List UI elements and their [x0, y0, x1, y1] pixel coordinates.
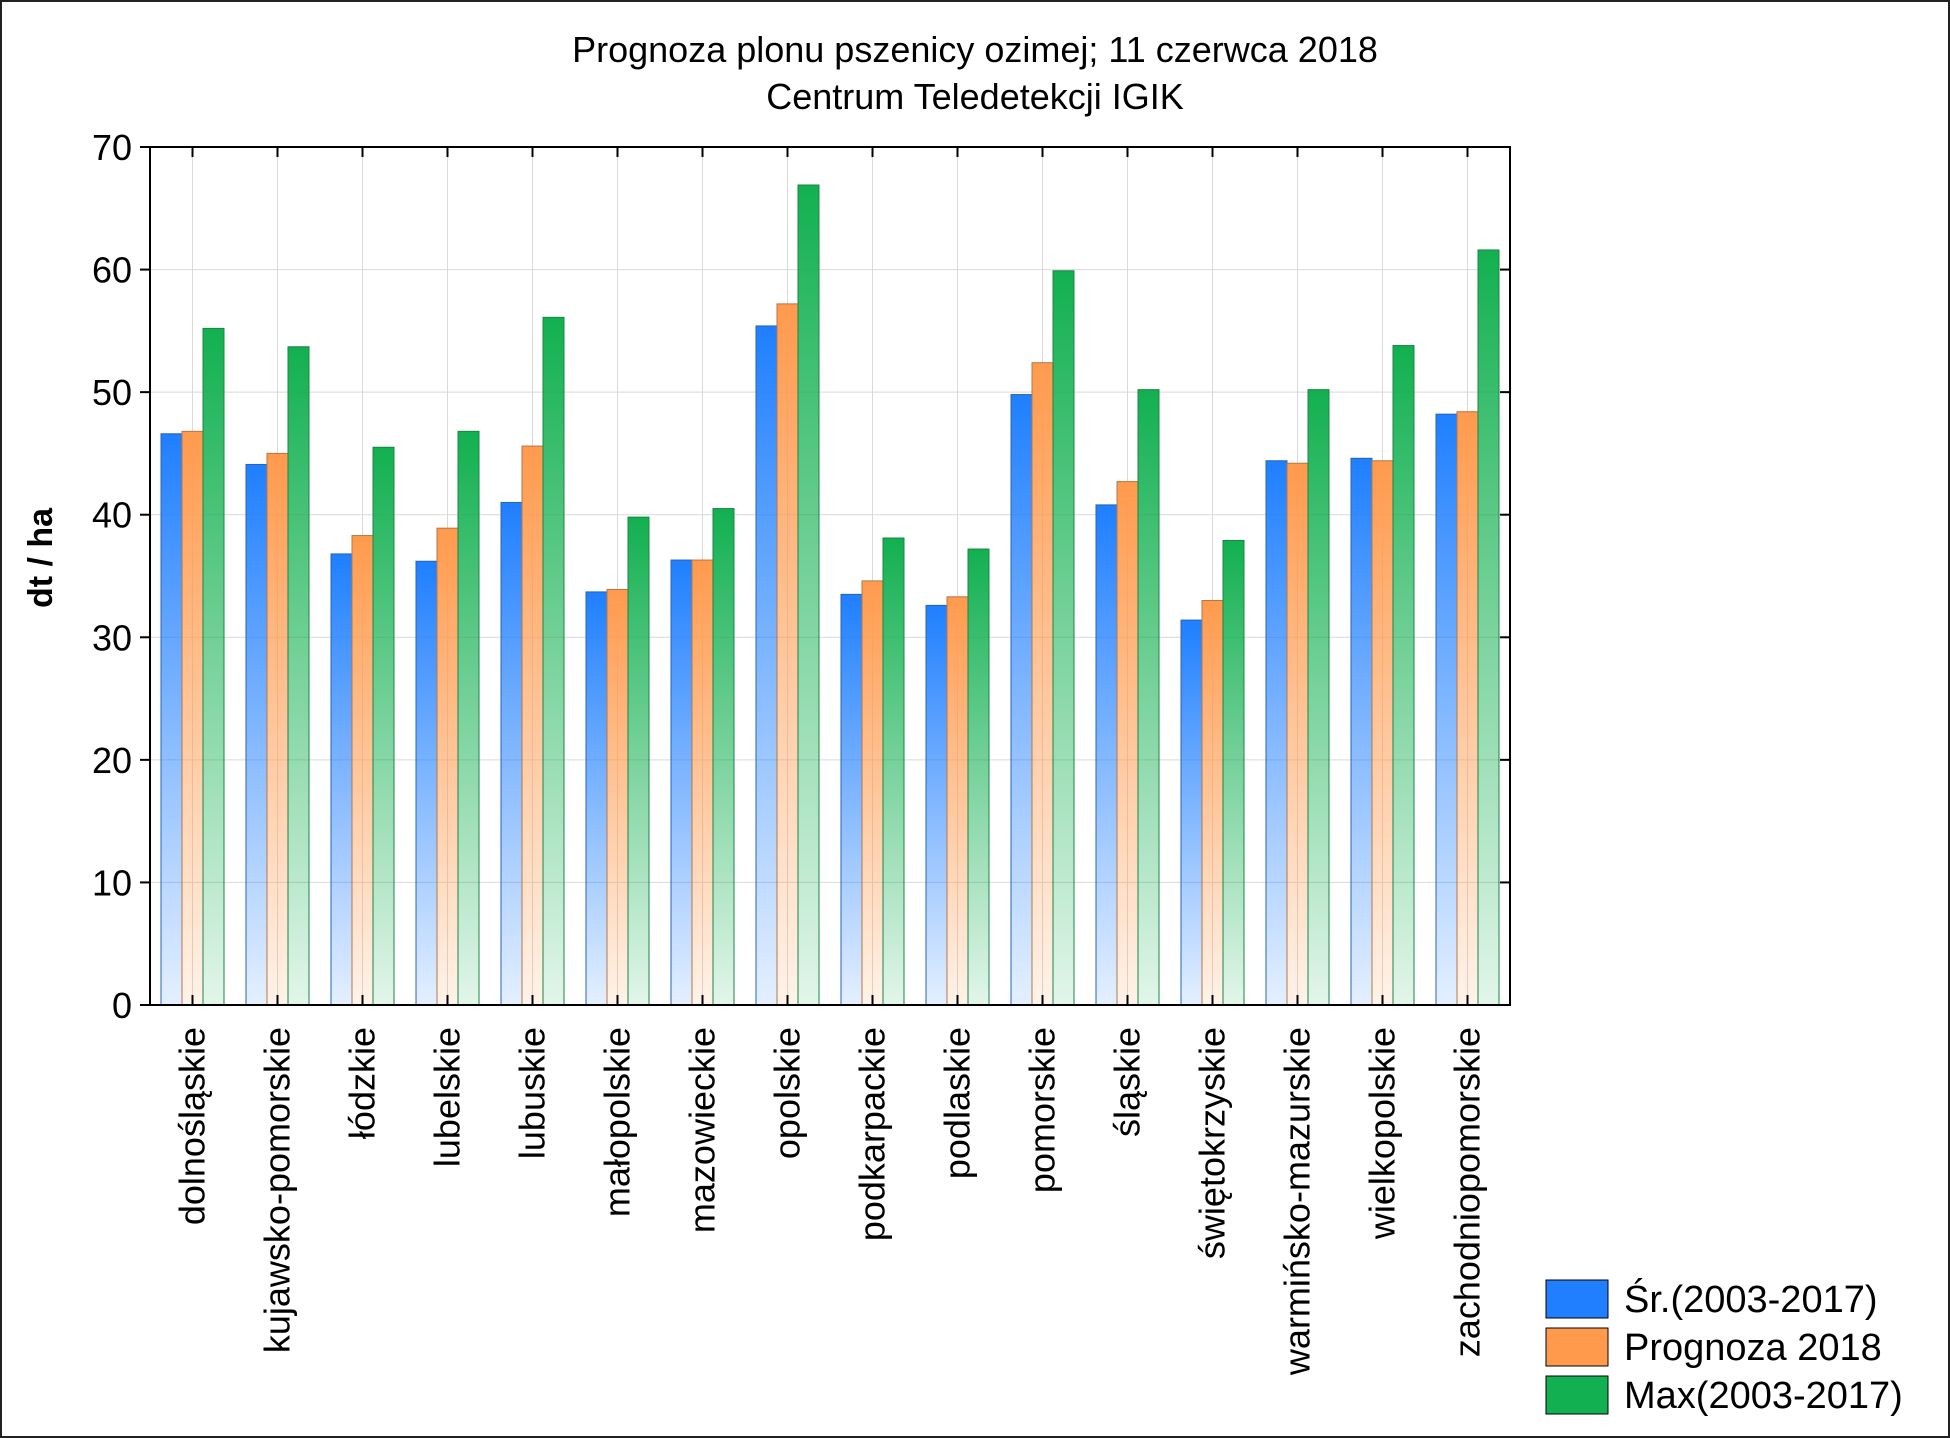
x-tick-label: podkarpackie [852, 1027, 893, 1241]
x-tick-label: kujawsko-pomorskie [257, 1027, 298, 1353]
x-tick-label: wielkopolskie [1362, 1027, 1403, 1240]
legend: Śr.(2003-2017) Prognoza 2018 Max(2003-2017… [1545, 1276, 1903, 1417]
x-tick-label: opolskie [767, 1027, 808, 1159]
bar-2-7 [691, 559, 714, 1006]
y-tick-label: 70 [92, 127, 132, 168]
bar-2-13 [1201, 600, 1224, 1006]
bars-group [160, 184, 1500, 1006]
bar-2-14 [1286, 462, 1309, 1006]
y-axis-label: dt / ha [22, 507, 60, 608]
bar-1-1 [160, 433, 183, 1006]
y-tick-label: 0 [112, 985, 132, 1026]
x-axis-ticks: dolnośląskie kujawsko-pomorskie łódzkie lub… [172, 147, 1488, 1376]
bar-3-15 [1392, 345, 1415, 1006]
bar-2-10 [946, 596, 969, 1006]
bar-1-5 [500, 501, 523, 1006]
legend-label: Śr.(2003-2017) [1624, 1276, 1878, 1321]
y-tick-label: 50 [92, 372, 132, 413]
bar-1-4 [415, 560, 438, 1006]
x-tick-label: małopolskie [597, 1027, 638, 1217]
x-tick-label: lubuskie [512, 1027, 553, 1159]
bar-3-13 [1222, 539, 1245, 1006]
bar-1-13 [1180, 619, 1203, 1006]
bar-2-1 [181, 430, 204, 1006]
bar-2-12 [1116, 481, 1139, 1006]
bar-2-9 [861, 580, 884, 1006]
bar-2-5 [521, 445, 544, 1006]
y-tick-label: 30 [92, 617, 132, 658]
bar-1-12 [1095, 504, 1118, 1006]
bar-3-3 [372, 446, 395, 1006]
bar-1-8 [755, 325, 778, 1006]
legend-swatch [1545, 1375, 1609, 1415]
bar-3-16 [1477, 249, 1500, 1006]
bar-3-4 [457, 430, 480, 1006]
x-tick-label: łódzkie [342, 1027, 383, 1139]
y-tick-label: 60 [92, 250, 132, 291]
bar-2-8 [776, 303, 799, 1006]
bar-3-5 [542, 316, 565, 1006]
bar-2-11 [1031, 362, 1054, 1006]
bar-3-8 [797, 184, 820, 1006]
x-tick-label: śląskie [1107, 1027, 1148, 1137]
bar-3-2 [287, 346, 310, 1006]
y-tick-label: 10 [92, 862, 132, 903]
legend-label: Max(2003-2017) [1624, 1375, 1903, 1417]
bar-3-11 [1052, 270, 1075, 1006]
legend-label: Prognoza 2018 [1624, 1327, 1882, 1369]
bar-2-16 [1456, 411, 1479, 1006]
chart-title: Prognoza plonu pszenicy ozimej; 11 czerw… [572, 29, 1378, 70]
bar-1-6 [585, 591, 608, 1006]
bar-1-14 [1265, 460, 1288, 1006]
legend-swatch [1545, 1279, 1609, 1319]
y-axis-ticks: 0 10 20 30 40 50 60 70 [92, 127, 1510, 1026]
bar-3-9 [882, 537, 905, 1006]
bar-3-7 [712, 508, 735, 1006]
bar-1-11 [1010, 394, 1033, 1006]
x-tick-label: świętokrzyskie [1192, 1027, 1233, 1259]
x-tick-label: dolnośląskie [172, 1027, 213, 1225]
x-tick-label: mazowieckie [682, 1027, 723, 1233]
bar-1-15 [1350, 457, 1373, 1006]
bar-2-3 [351, 535, 374, 1006]
bar-1-9 [840, 593, 863, 1006]
bar-2-6 [606, 588, 629, 1006]
bar-1-16 [1435, 413, 1458, 1006]
bar-2-2 [266, 452, 289, 1006]
x-tick-label: lubelskie [427, 1027, 468, 1167]
bar-3-12 [1137, 389, 1160, 1006]
legend-swatch [1545, 1327, 1609, 1367]
chart-subtitle: Centrum Teledetekcji IGIK [766, 76, 1184, 117]
x-tick-label: zachodniopomorskie [1447, 1027, 1488, 1357]
x-tick-label: podlaskie [937, 1027, 978, 1179]
y-tick-label: 40 [92, 495, 132, 536]
x-tick-label: pomorskie [1022, 1027, 1063, 1193]
bar-2-15 [1371, 460, 1394, 1006]
y-tick-label: 20 [92, 740, 132, 781]
bar-2-4 [436, 527, 459, 1006]
bar-3-10 [967, 548, 990, 1006]
bar-3-1 [202, 327, 225, 1006]
bar-3-14 [1307, 389, 1330, 1006]
bar-1-3 [330, 553, 353, 1006]
plot-area-border [149, 146, 1511, 1006]
bar-1-2 [245, 463, 268, 1006]
x-tick-label: warmińsko-mazurskie [1277, 1027, 1318, 1376]
bar-1-7 [670, 559, 693, 1006]
bar-3-6 [627, 516, 650, 1006]
bar-1-10 [925, 604, 948, 1006]
